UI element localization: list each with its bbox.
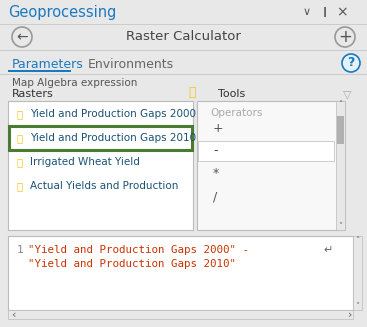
- Text: Environments: Environments: [88, 58, 174, 71]
- Bar: [8, 70, 71, 72]
- Text: Geoprocessing: Geoprocessing: [8, 6, 116, 21]
- Bar: [336, 101, 345, 230]
- Text: ∨: ∨: [303, 7, 311, 17]
- Text: 📁: 📁: [17, 109, 23, 119]
- Text: ‹: ‹: [11, 310, 15, 320]
- Text: Irrigated Wheat Yield: Irrigated Wheat Yield: [30, 157, 140, 167]
- Text: ˄: ˄: [355, 236, 359, 246]
- Bar: [8, 101, 193, 230]
- Text: ←: ←: [16, 30, 28, 44]
- Bar: [198, 141, 334, 161]
- Text: ?: ?: [347, 57, 355, 70]
- Text: Raster Calculator: Raster Calculator: [126, 30, 240, 43]
- Text: ↵: ↵: [323, 245, 333, 255]
- Bar: [0, 0, 367, 24]
- Text: 📁: 📁: [17, 133, 23, 143]
- Bar: [9, 126, 192, 150]
- Text: Tools: Tools: [218, 89, 245, 99]
- Text: +: +: [213, 122, 224, 134]
- Text: Rasters: Rasters: [12, 89, 54, 99]
- Text: 📁: 📁: [17, 181, 23, 191]
- Bar: [8, 236, 353, 310]
- Text: ›: ›: [348, 310, 352, 320]
- Text: 📂: 📂: [188, 87, 196, 99]
- Text: "Yield and Production Gaps 2000" -: "Yield and Production Gaps 2000" -: [28, 245, 249, 255]
- Text: Yield and Production Gaps 2010: Yield and Production Gaps 2010: [30, 133, 196, 143]
- Text: ˄: ˄: [338, 100, 342, 110]
- Text: ▽: ▽: [343, 89, 351, 99]
- Text: Operators: Operators: [210, 108, 262, 118]
- Text: Actual Yields and Production: Actual Yields and Production: [30, 181, 178, 191]
- Bar: [353, 236, 362, 310]
- Text: ×: ×: [336, 5, 348, 19]
- Text: ❙: ❙: [321, 7, 329, 17]
- Bar: [0, 74, 367, 75]
- Bar: [0, 50, 367, 51]
- Bar: [197, 101, 345, 230]
- Bar: [0, 24, 367, 25]
- Text: 📁: 📁: [17, 157, 23, 167]
- Text: *: *: [213, 167, 219, 181]
- Bar: [8, 310, 353, 319]
- Circle shape: [342, 54, 360, 72]
- Bar: [337, 116, 344, 144]
- Text: ˅: ˅: [338, 222, 342, 232]
- Text: /: /: [213, 191, 217, 203]
- Text: 1: 1: [17, 245, 24, 255]
- Text: Map Algebra expression: Map Algebra expression: [12, 78, 137, 88]
- Text: Yield and Production Gaps 2000: Yield and Production Gaps 2000: [30, 109, 196, 119]
- Text: -: -: [213, 145, 218, 158]
- Text: ˅: ˅: [355, 302, 359, 312]
- Text: "Yield and Production Gaps 2010": "Yield and Production Gaps 2010": [28, 259, 236, 269]
- Text: Parameters: Parameters: [12, 58, 84, 71]
- Text: +: +: [338, 28, 352, 46]
